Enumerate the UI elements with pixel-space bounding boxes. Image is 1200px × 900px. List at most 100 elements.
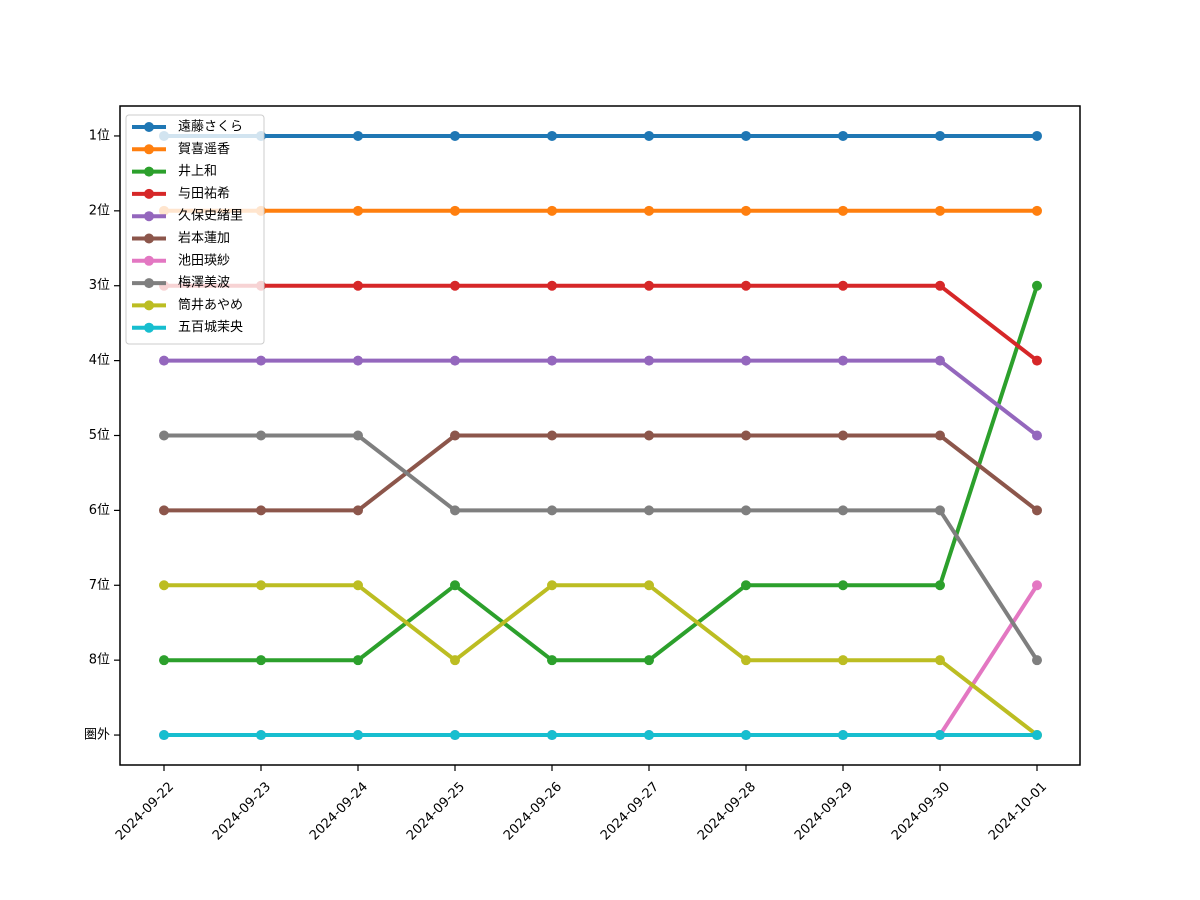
series-point [935,280,945,291]
series-point [159,655,169,666]
legend-swatch-marker [144,188,154,199]
y-tick-label: 5位 [89,428,110,443]
series-point [353,505,363,516]
x-tick-label: 2024-09-22 [113,779,177,843]
legend-item: 梅澤美波 [132,276,230,291]
series-point [450,580,460,591]
x-tick-label: 2024-09-23 [210,779,274,843]
series-point [838,130,848,141]
y-tick-label: 2位 [89,203,110,218]
series-point [353,355,363,366]
series-point [547,655,557,666]
x-tick-label: 2024-09-24 [307,779,371,843]
series-point [159,505,169,516]
series-line [162,433,1040,514]
series-point [256,580,266,591]
series-point [644,430,654,441]
series-point [256,505,266,516]
series-point [838,280,848,291]
series-point [1032,355,1042,366]
series-5 [159,355,1042,441]
legend-label: 梅澤美波 [178,276,230,291]
legend-label: 久保史緒里 [178,209,243,224]
series-point [838,580,848,591]
legend-swatch-marker [144,166,154,177]
series-point [838,355,848,366]
legend-label: 池田瑛紗 [178,253,230,268]
legend-swatch-marker [144,300,154,311]
legend-item: 筒井あやめ [132,297,243,313]
series-point [450,430,460,441]
series-point [159,730,169,741]
series-point [450,655,460,666]
series-1 [159,130,1042,141]
series-point [1032,130,1042,141]
series-4 [159,280,1042,366]
series-point [838,505,848,516]
series-point [450,730,460,741]
series-line [162,583,1040,738]
series-point [547,505,557,516]
legend-swatch-marker [144,233,154,244]
series-point [450,280,460,291]
series-point [1032,730,1042,741]
series-point [935,430,945,441]
legend-item: 久保史緒里 [132,209,243,224]
series-point [450,505,460,516]
legend-swatch-marker [144,122,154,132]
y-tick-label: 8位 [89,653,110,668]
series-point [353,730,363,741]
series-line [162,433,1040,663]
series-point [1032,205,1042,216]
series-point [450,355,460,366]
series-point [547,730,557,741]
x-tick-label: 2024-09-28 [695,779,759,843]
series-point [838,730,848,741]
series-point [644,730,654,741]
legend-swatch-marker [144,322,154,333]
legend-label: 与田祐希 [178,186,230,201]
legend-label: 筒井あやめ [178,297,243,313]
series-line [162,358,1040,439]
series-point [450,130,460,141]
series-point [838,430,848,441]
y-tick-label: 7位 [89,578,110,593]
series-point [935,355,945,366]
legend: 遠藤さくら賀喜遥香井上和与田祐希久保史緒里岩本蓮加池田瑛紗梅澤美波筒井あやめ五百… [125,114,265,345]
series-point [256,655,266,666]
series-point [353,430,363,441]
legend-item: 岩本蓮加 [132,231,230,246]
series-line [162,283,1040,364]
series-point [838,655,848,666]
series-3 [159,280,1042,666]
legend-swatch-marker [144,278,154,289]
series-point [547,130,557,141]
series-point [256,355,266,366]
legend-swatch-marker [144,255,154,266]
series-point [256,430,266,441]
series-point [159,430,169,441]
series-point [741,655,751,666]
series-point [547,280,557,291]
y-tick-label: 1位 [89,128,110,143]
series-point [644,505,654,516]
series-point [159,580,169,591]
x-tick-label: 2024-09-25 [404,779,468,843]
series-point [935,205,945,216]
legend-swatch-marker [144,211,154,222]
y-tick-label: 圏外 [84,728,110,743]
series-point [1032,505,1042,516]
series-point [644,205,654,216]
series-point [741,130,751,141]
y-tick-label: 3位 [89,278,110,293]
legend-item: 五百城茉央 [132,320,243,335]
series-point [1032,430,1042,441]
x-tick-label: 2024-09-29 [792,779,856,843]
series-point [256,730,266,741]
x-tick-label: 2024-10-01 [986,779,1050,843]
series-point [741,580,751,591]
series-point [1032,280,1042,291]
series-point [547,355,557,366]
series-layer [159,130,1042,741]
series-point [644,130,654,141]
